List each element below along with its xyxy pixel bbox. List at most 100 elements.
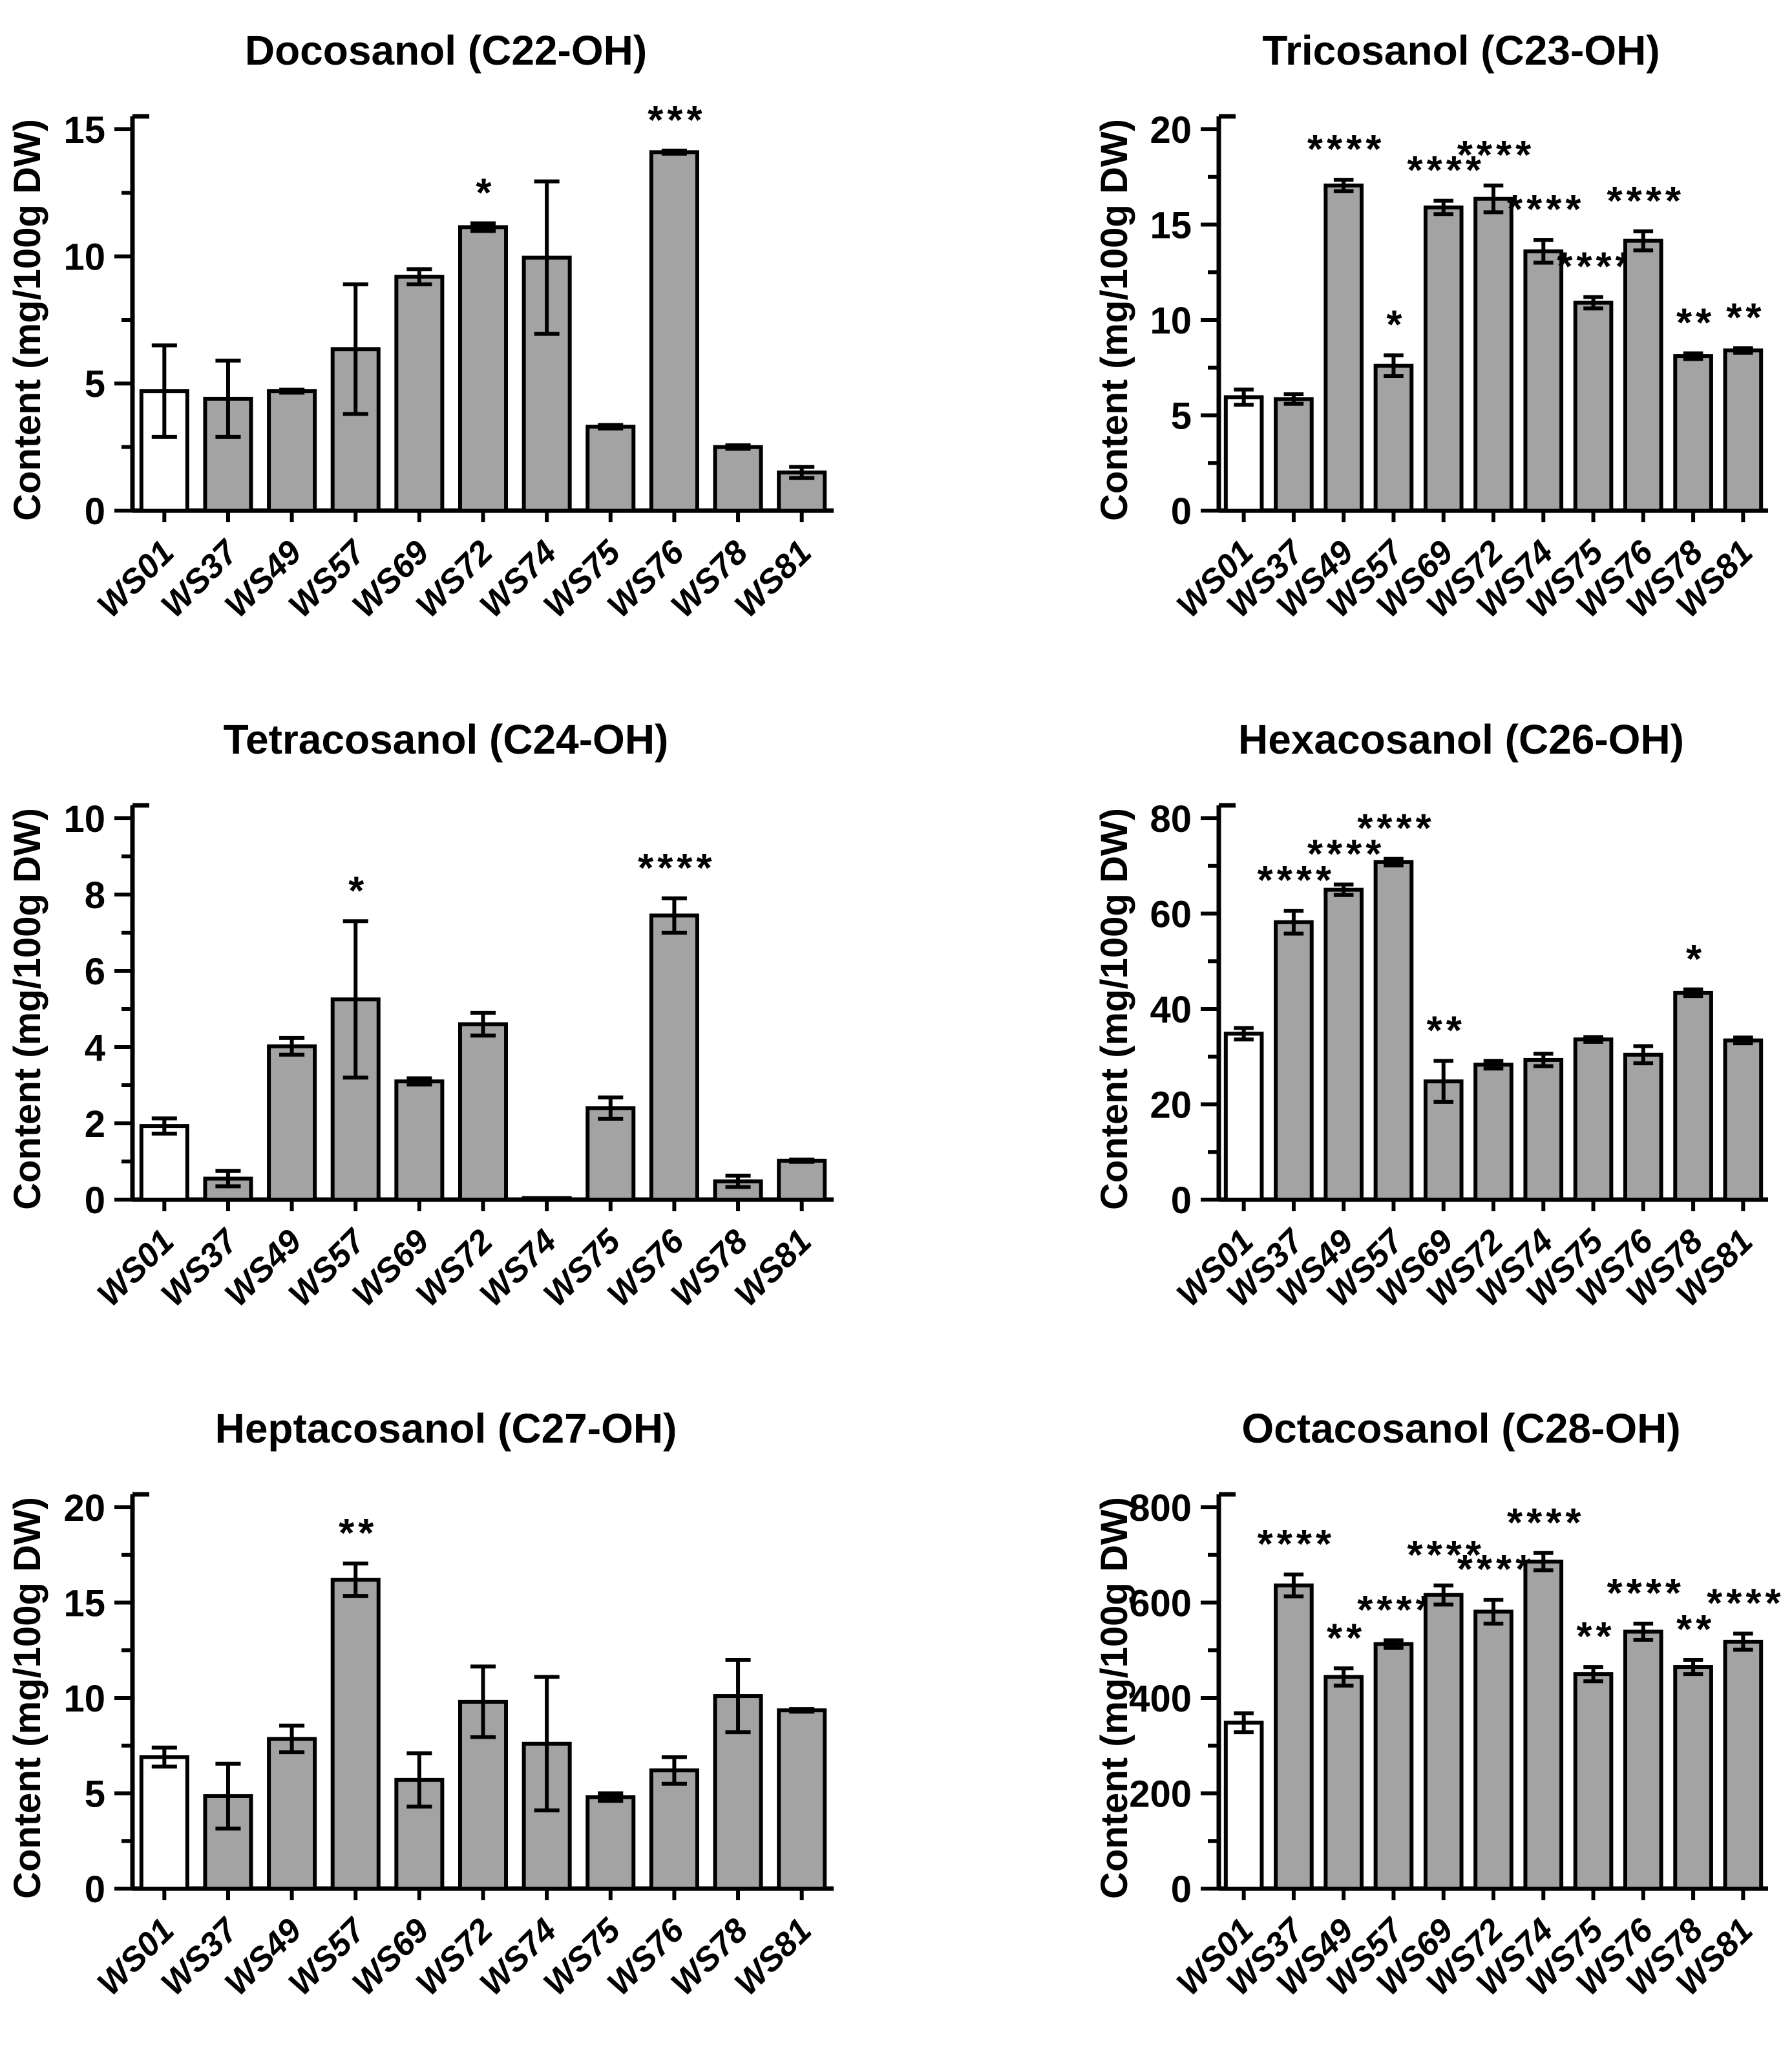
bar-control bbox=[139, 1124, 189, 1202]
significance-stars: ** bbox=[1726, 296, 1765, 341]
significance-stars: ** bbox=[339, 1511, 377, 1556]
y-tick-label: 15 bbox=[63, 109, 105, 151]
significance-stars: **** bbox=[1457, 1547, 1535, 1592]
significance-stars: ** bbox=[1676, 301, 1715, 346]
y-tick-label: 20 bbox=[63, 1487, 105, 1529]
y-axis-label: Content (mg/100g DW) bbox=[6, 119, 48, 521]
bar bbox=[1523, 249, 1564, 513]
bar bbox=[1523, 1560, 1564, 1891]
bar bbox=[1673, 354, 1713, 513]
significance-stars: **** bbox=[1507, 187, 1585, 232]
y-tick-label: 6 bbox=[85, 951, 105, 993]
bar bbox=[1673, 1665, 1713, 1891]
significance-stars: **** bbox=[1507, 1501, 1585, 1545]
bar bbox=[458, 1022, 509, 1202]
y-tick-label: 5 bbox=[85, 1773, 105, 1815]
bar bbox=[585, 425, 636, 513]
y-axis-label: Content (mg/100g DW) bbox=[1093, 119, 1135, 521]
bar bbox=[330, 1578, 381, 1891]
y-tick-label: 200 bbox=[1129, 1773, 1192, 1815]
bar bbox=[1373, 363, 1414, 513]
significance-stars: **** bbox=[1407, 149, 1485, 193]
bar bbox=[1623, 1052, 1663, 1202]
y-tick-label: 600 bbox=[1129, 1582, 1192, 1624]
bar bbox=[1373, 1642, 1414, 1891]
significance-stars: **** bbox=[1407, 1533, 1485, 1578]
bar bbox=[1373, 860, 1414, 1202]
significance-stars: **** bbox=[1307, 832, 1386, 877]
bar-control bbox=[1223, 1721, 1264, 1891]
bar bbox=[267, 1737, 317, 1891]
bar bbox=[394, 275, 445, 513]
bar bbox=[1623, 238, 1663, 513]
y-tick-label: 15 bbox=[63, 1582, 105, 1624]
bar bbox=[1723, 1038, 1764, 1202]
bar bbox=[649, 1768, 699, 1891]
bar bbox=[649, 913, 699, 1202]
y-tick-label: 60 bbox=[1150, 893, 1192, 935]
y-tick-label: 10 bbox=[63, 237, 105, 279]
bar bbox=[1523, 1057, 1564, 1202]
significance-stars: **** bbox=[1357, 1588, 1435, 1633]
panel-docosanol-c22: Docosanol (C22-OH) Content (mg/100g DW) 0 5… bbox=[0, 0, 896, 689]
panel-heptacosanol-c27: Heptacosanol (C27-OH) Content (mg/100g DW… bbox=[0, 1378, 896, 2067]
y-axis-label: Content (mg/100g DW) bbox=[1093, 808, 1135, 1210]
bar bbox=[585, 1106, 636, 1202]
bar bbox=[713, 445, 763, 513]
panel-hexacosanol-c26: Hexacosanol (C26-OH) Content (mg/100g DW)… bbox=[896, 689, 1792, 1378]
y-tick-label: 0 bbox=[1171, 491, 1192, 533]
chart-title: Heptacosanol (C27-OH) bbox=[215, 1405, 677, 1452]
chart-octacosanol-c28: Octacosanol (C28-OH) Content (mg/100g DW)… bbox=[1093, 1405, 1785, 2003]
significance-stars: **** bbox=[1258, 1522, 1336, 1567]
bar bbox=[649, 150, 699, 513]
y-axis-label: Content (mg/100g DW) bbox=[6, 808, 48, 1210]
bar bbox=[1473, 1063, 1513, 1202]
panel-octacosanol-c28: Octacosanol (C28-OH) Content (mg/100g DW)… bbox=[896, 1378, 1792, 2067]
y-tick-label: 0 bbox=[85, 491, 105, 533]
y-tick-label: 15 bbox=[1150, 204, 1192, 246]
significance-stars: ** bbox=[1327, 1616, 1365, 1660]
significance-stars: * bbox=[1686, 937, 1705, 982]
bar bbox=[1274, 397, 1314, 513]
bar bbox=[1423, 1593, 1464, 1891]
y-tick-label: 0 bbox=[1171, 1180, 1192, 1222]
bar bbox=[1723, 1639, 1764, 1891]
significance-stars: **** bbox=[1607, 179, 1685, 224]
chart-title: Tricosanol (C23-OH) bbox=[1262, 27, 1660, 74]
chart-title: Octacosanol (C28-OH) bbox=[1241, 1405, 1680, 1452]
bar bbox=[522, 1196, 572, 1202]
y-tick-label: 4 bbox=[85, 1027, 105, 1069]
significance-stars: **** bbox=[1607, 1571, 1685, 1616]
bar bbox=[1323, 1675, 1364, 1891]
bar bbox=[1473, 196, 1513, 513]
y-tick-label: 5 bbox=[85, 363, 105, 405]
y-axis-label: Content (mg/100g DW) bbox=[1093, 1497, 1135, 1899]
bar bbox=[1423, 205, 1464, 513]
bar bbox=[1274, 1583, 1314, 1891]
bar bbox=[267, 389, 317, 513]
y-tick-label: 8 bbox=[85, 874, 105, 917]
y-tick-label: 10 bbox=[63, 1678, 105, 1720]
significance-stars: **** bbox=[1557, 245, 1635, 290]
bar bbox=[1573, 301, 1614, 513]
bar bbox=[1323, 887, 1364, 1202]
bar bbox=[1573, 1037, 1614, 1202]
significance-stars: ** bbox=[1576, 1615, 1615, 1659]
y-tick-label: 80 bbox=[1150, 798, 1192, 840]
chart-title: Tetracosanol (C24-OH) bbox=[224, 716, 669, 763]
chart-tetracosanol-c24: Tetracosanol (C24-OH) Content (mg/100g DW… bbox=[6, 716, 834, 1314]
panel-tetracosanol-c24: Tetracosanol (C24-OH) Content (mg/100g DW… bbox=[0, 689, 896, 1378]
bar bbox=[458, 225, 509, 513]
bar-control bbox=[1223, 1032, 1264, 1202]
bar bbox=[1623, 1629, 1663, 1891]
bar bbox=[1573, 1672, 1614, 1891]
bar bbox=[394, 1079, 445, 1202]
significance-stars: *** bbox=[648, 98, 706, 143]
significance-stars: **** bbox=[1707, 1581, 1785, 1626]
y-tick-label: 400 bbox=[1129, 1678, 1192, 1720]
significance-stars: * bbox=[348, 869, 368, 913]
y-tick-label: 0 bbox=[1171, 1869, 1192, 1911]
y-tick-label: 40 bbox=[1150, 989, 1192, 1031]
bar bbox=[777, 1158, 827, 1202]
